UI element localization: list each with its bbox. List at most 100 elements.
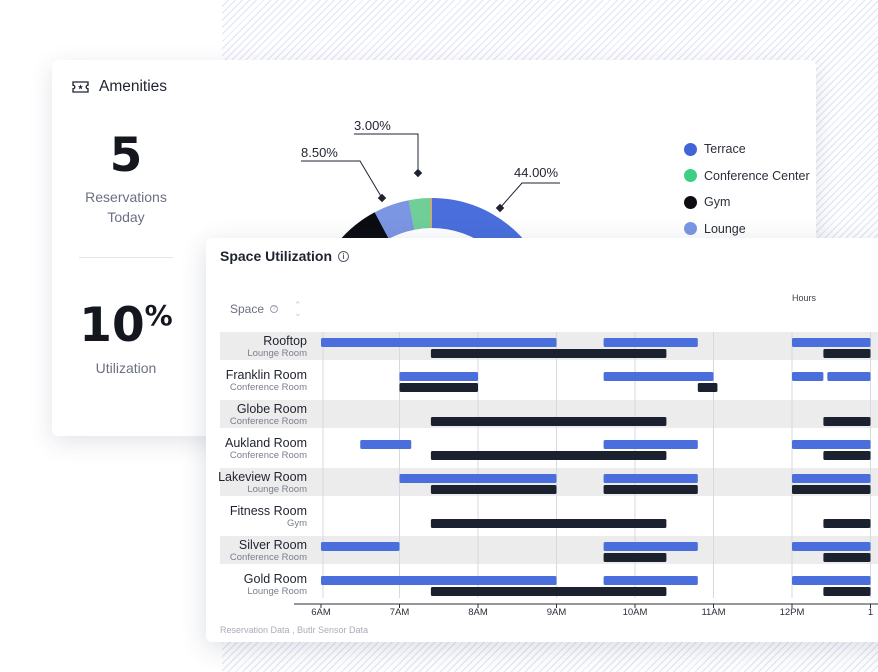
reservation-bar[interactable] (603, 576, 698, 585)
reservation-bar[interactable] (360, 440, 412, 449)
reservation-bar[interactable] (792, 372, 824, 381)
donut-callout-line (499, 182, 560, 209)
legend-item-conference-center[interactable]: Conference Center (684, 163, 810, 190)
donut-slice-label: 3.00% (354, 118, 391, 133)
reservation-bar[interactable] (603, 542, 698, 551)
axis-tick-label: 7AM (390, 607, 410, 618)
donut-slice-separator[interactable] (430, 198, 432, 229)
sensor-bar[interactable] (430, 451, 667, 460)
utilization-number: 10 (79, 298, 145, 353)
space-name[interactable]: Fitness Room (230, 504, 307, 518)
sensor-bar[interactable] (430, 519, 667, 528)
reservation-bar[interactable] (792, 338, 871, 347)
reservation-bar[interactable] (792, 542, 871, 551)
donut-callout-marker (377, 193, 387, 203)
donut-callout-marker (495, 203, 505, 213)
space-name[interactable]: Globe Room (237, 402, 307, 416)
space-name[interactable]: Lakeview Room (218, 470, 307, 484)
sensor-bar[interactable] (823, 587, 871, 596)
space-type: Lounge Room (247, 586, 307, 597)
space-column-header[interactable]: Space ? ⌃ ⌄ (230, 300, 302, 318)
sort-icon[interactable]: ⌃ ⌄ (294, 300, 302, 318)
legend-item-lounge[interactable]: Lounge (684, 216, 810, 243)
donut-slice-lounge[interactable] (374, 200, 415, 239)
space-type: Conference Room (230, 382, 307, 393)
info-icon[interactable]: i (338, 250, 350, 262)
legend-swatch (684, 195, 697, 209)
space-name[interactable]: Silver Room (239, 538, 307, 552)
data-source-note: Reservation Data , Butlr Sensor Data (220, 625, 369, 635)
reservation-bar[interactable] (399, 372, 479, 381)
axis-tick-label: 9AM (547, 607, 567, 618)
space-name[interactable]: Franklin Room (226, 368, 307, 382)
reservation-bar[interactable] (321, 576, 557, 585)
legend-swatch (684, 222, 697, 236)
reservation-bar[interactable] (792, 474, 871, 483)
utilization-label: Utilization (95, 360, 157, 376)
reservation-bar[interactable] (603, 440, 698, 449)
sensor-bar[interactable] (823, 417, 871, 426)
reservations-count: 5 (109, 128, 143, 183)
help-icon[interactable]: ? (270, 305, 279, 313)
reservation-bar[interactable] (603, 474, 698, 483)
utilization-value: 10% (52, 300, 200, 352)
reservation-bar[interactable] (321, 338, 557, 347)
sensor-bar[interactable] (823, 553, 871, 562)
space-type: Gym (287, 518, 307, 529)
space-type: Conference Room (230, 416, 307, 427)
axis-tick-label: 12PM (780, 607, 805, 618)
axis-tick-label: 10AM (623, 607, 648, 618)
reservation-bar[interactable] (603, 338, 698, 347)
space-utilization-header: Space Utilization i (220, 248, 350, 264)
reservation-bar[interactable] (399, 474, 557, 483)
space-type: Conference Room (230, 552, 307, 563)
reservation-bar[interactable] (792, 576, 871, 585)
sensor-bar[interactable] (792, 485, 871, 494)
sensor-bar[interactable] (823, 451, 871, 460)
donut-legend: Terrace Conference Center Gym Lounge (684, 136, 810, 242)
legend-swatch (684, 169, 697, 183)
legend-item-terrace[interactable]: Terrace (684, 136, 810, 163)
space-type: Conference Room (230, 450, 307, 461)
donut-slice-label: 8.50% (301, 145, 338, 160)
donut-callout-line (354, 133, 419, 173)
space-column-label: Space (230, 302, 265, 316)
axis-tick-label: 8AM (468, 607, 488, 618)
utilization-percent-sign: % (144, 299, 173, 332)
sensor-bar[interactable] (399, 383, 479, 392)
space-type: Lounge Room (247, 484, 307, 495)
sensor-bar[interactable] (603, 485, 698, 494)
donut-slice-label: 44.00% (514, 165, 559, 180)
sensor-bar[interactable] (697, 383, 718, 392)
space-name[interactable]: Gold Room (244, 572, 307, 586)
sensor-bar[interactable] (430, 587, 667, 596)
sensor-bar[interactable] (823, 519, 871, 528)
donut-slice-conference-center[interactable] (408, 198, 432, 230)
reservations-label: Reservations Today (85, 189, 167, 225)
sensor-bar[interactable] (823, 349, 871, 358)
hours-label: Hours (792, 293, 817, 303)
amenities-header: Amenities (72, 78, 167, 96)
sensor-bar[interactable] (430, 417, 667, 426)
legend-item-gym[interactable]: Gym (684, 189, 810, 216)
space-utilization-card: Space Utilization i Space ? ⌃ ⌄ Hours Roo… (206, 238, 878, 642)
space-name[interactable]: Rooftop (263, 334, 307, 348)
ticket-icon (72, 81, 89, 93)
sensor-bar[interactable] (430, 349, 667, 358)
reservation-bar[interactable] (321, 542, 400, 551)
donut-callout-line (301, 160, 383, 199)
sensor-bar[interactable] (430, 485, 557, 494)
reservation-bar[interactable] (792, 440, 871, 449)
amenities-title: Amenities (99, 78, 168, 95)
axis-tick-label: 11AM (701, 607, 725, 618)
donut-callout-marker (413, 168, 423, 178)
legend-label: Conference Center (704, 168, 810, 183)
stat-divider (79, 257, 173, 258)
axis-tick-label: 6AM (311, 607, 331, 618)
reservation-bar[interactable] (827, 372, 871, 381)
space-name[interactable]: Aukland Room (225, 436, 307, 450)
sensor-bar[interactable] (603, 553, 667, 562)
legend-label: Terrace (704, 142, 746, 157)
reservation-bar[interactable] (603, 372, 714, 381)
